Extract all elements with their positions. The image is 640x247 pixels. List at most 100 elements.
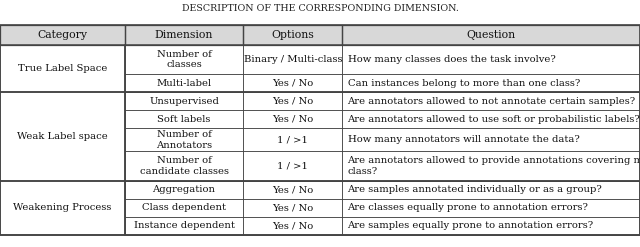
Bar [0,25,640,45]
Bar [125,92,640,181]
Bar [342,151,640,181]
Bar [243,151,342,181]
Bar [125,74,243,92]
Bar [342,25,640,45]
Text: Are samples annotated individually or as a group?: Are samples annotated individually or as… [348,185,602,194]
Bar [243,45,342,74]
Text: DESCRIPTION OF THE CORRESPONDING DIMENSION.: DESCRIPTION OF THE CORRESPONDING DIMENSI… [182,4,458,13]
Text: Are classes equally prone to annotation errors?: Are classes equally prone to annotation … [348,203,588,212]
Bar [125,128,243,151]
Text: Binary / Multi-class: Binary / Multi-class [244,55,342,64]
Bar [125,25,243,45]
Text: Yes / No: Yes / No [272,115,314,124]
Bar [0,25,640,235]
Bar [243,181,342,199]
Text: Yes / No: Yes / No [272,185,314,194]
Text: Are annotators allowed to use soft or probabilistic labels?: Are annotators allowed to use soft or pr… [348,115,640,124]
Text: 1 / >1: 1 / >1 [277,162,308,171]
Bar [342,217,640,235]
Text: Options: Options [271,30,314,40]
Bar [0,92,125,181]
Text: Can instances belong to more than one class?: Can instances belong to more than one cl… [348,79,580,88]
Text: Aggregation: Aggregation [152,185,216,194]
Bar [243,74,342,92]
Text: Unsupervised: Unsupervised [149,97,219,106]
Bar [125,45,640,92]
Bar [125,181,640,235]
Bar [125,74,243,92]
Bar [243,217,342,235]
Bar [342,181,640,199]
Bar [125,45,243,74]
Text: Number of
classes: Number of classes [157,50,211,69]
Text: Are annotators allowed to not annotate certain samples?: Are annotators allowed to not annotate c… [348,97,636,106]
Text: Yes / No: Yes / No [272,79,314,88]
Bar [243,151,342,181]
Bar [243,128,342,151]
Bar [342,74,640,92]
Bar [342,74,640,92]
Text: Are annotators allowed to provide annotations covering more than one
class?: Are annotators allowed to provide annota… [348,156,640,176]
Bar [342,45,640,74]
Text: Class dependent: Class dependent [142,203,226,212]
Text: True Label Space: True Label Space [18,64,107,73]
Bar [0,45,125,92]
Bar [342,199,640,217]
Text: Question: Question [467,30,516,40]
Bar [125,217,243,235]
Bar [125,151,243,181]
Text: Soft labels: Soft labels [157,115,211,124]
Text: Yes / No: Yes / No [272,97,314,106]
Bar [125,128,243,151]
Text: Weakening Process: Weakening Process [13,203,111,212]
Text: 1 / >1: 1 / >1 [277,135,308,144]
Bar [125,110,243,128]
Text: Dimension: Dimension [155,30,213,40]
Bar [243,25,342,45]
Text: Number of
Annotators: Number of Annotators [156,130,212,150]
Bar [342,199,640,217]
Text: Yes / No: Yes / No [272,221,314,230]
Bar [342,181,640,199]
Bar [342,128,640,151]
Bar [125,92,243,110]
Bar [342,217,640,235]
Bar [243,45,342,74]
Text: Yes / No: Yes / No [272,203,314,212]
Bar [0,181,125,235]
Bar [0,25,125,45]
Text: Multi-label: Multi-label [156,79,212,88]
Bar [125,151,243,181]
Text: How many annotators will annotate the data?: How many annotators will annotate the da… [348,135,579,144]
Bar [125,199,243,217]
Bar [125,181,243,199]
Bar [342,92,640,110]
Bar [125,92,243,110]
Bar [243,110,342,128]
Bar [243,181,342,199]
Bar [342,45,640,74]
Text: Are samples equally prone to annotation errors?: Are samples equally prone to annotation … [348,221,594,230]
Bar [342,92,640,110]
Bar [0,45,125,92]
Text: Number of
candidate classes: Number of candidate classes [140,156,228,176]
Text: Category: Category [37,30,88,40]
Bar [243,128,342,151]
Bar [243,110,342,128]
Bar [342,128,640,151]
Bar [342,110,640,128]
Bar [243,199,342,217]
Text: Weak Label space: Weak Label space [17,132,108,141]
Bar [342,151,640,181]
Text: How many classes does the task involve?: How many classes does the task involve? [348,55,556,64]
Bar [342,110,640,128]
Bar [125,181,243,199]
Bar [243,74,342,92]
Bar [243,199,342,217]
Bar [0,181,125,235]
Bar [125,110,243,128]
Text: Instance dependent: Instance dependent [134,221,234,230]
Bar [243,92,342,110]
Bar [243,217,342,235]
Bar [125,217,243,235]
